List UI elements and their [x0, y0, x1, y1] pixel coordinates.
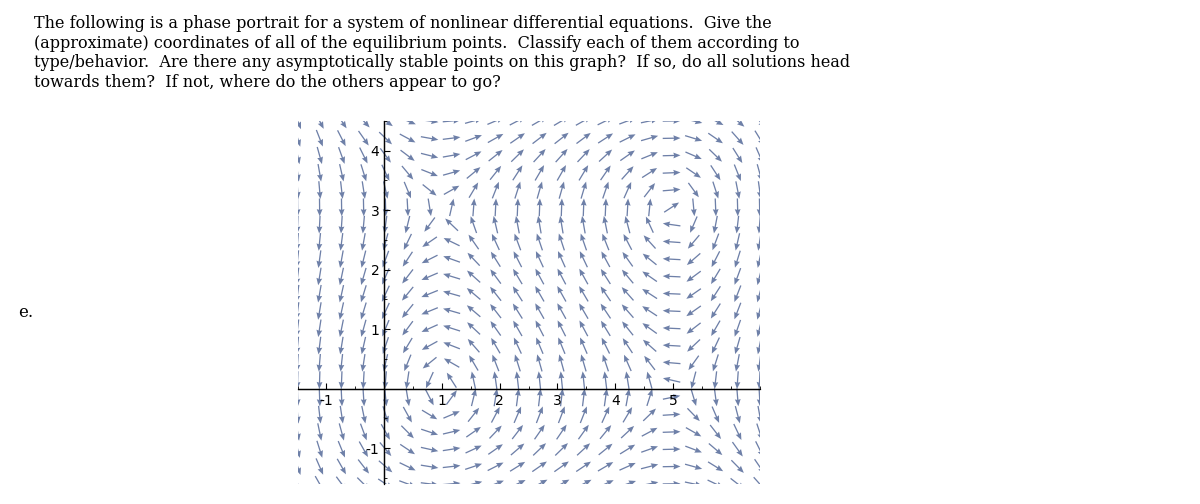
Text: The following is a phase portrait for a system of nonlinear differential equatio: The following is a phase portrait for a … [34, 15, 850, 91]
Text: e.: e. [18, 304, 34, 321]
